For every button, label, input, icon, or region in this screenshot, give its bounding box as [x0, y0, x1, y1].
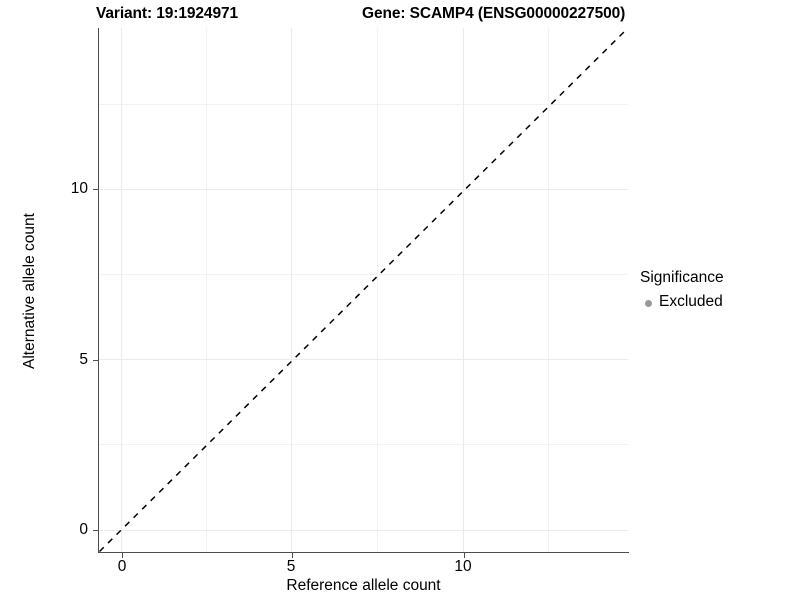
- diagonal-reference-line: [99, 28, 628, 552]
- panel-canvas: [99, 28, 628, 552]
- legend-dot-icon: [645, 299, 652, 307]
- major-vertical-gridlines: [120, 28, 465, 552]
- y-tick-label-5: 5: [79, 351, 88, 368]
- y-tick-mark-5: [93, 359, 98, 361]
- legend-title: Significance: [640, 269, 724, 286]
- minor-horizontal-gridlines: [99, 104, 628, 445]
- y-tick-mark-0: [93, 529, 98, 531]
- y-tick-label-0: 0: [79, 521, 88, 538]
- plot-panel: [99, 28, 628, 552]
- x-tick-mark-10: [463, 552, 465, 558]
- y-tick-label-10: 10: [70, 180, 88, 197]
- minor-vertical-gridlines: [206, 28, 549, 552]
- x-axis-title: Reference allele count: [286, 577, 441, 594]
- major-horizontal-gridlines: [99, 188, 628, 532]
- x-tick-mark-5: [291, 552, 293, 558]
- y-tick-mark-10: [93, 188, 98, 190]
- legend-item-excluded[interactable]: Excluded: [640, 292, 798, 312]
- gene-title: Gene: SCAMP4 (ENSG00000227500): [362, 5, 626, 22]
- y-axis-line: [98, 28, 100, 553]
- variant-title: Variant: 19:1924971: [96, 5, 239, 22]
- x-tick-label-0: 0: [117, 558, 127, 575]
- plot-title-row: Variant: 19:1924971 Gene: SCAMP4 (ENSG00…: [0, 4, 728, 26]
- legend-item-label: Excluded: [659, 293, 723, 310]
- x-axis-line: [99, 551, 629, 553]
- x-tick-mark-0: [121, 552, 123, 558]
- legend-key-icon: [640, 294, 657, 311]
- y-axis-title: Alternative allele count: [21, 213, 38, 369]
- x-tick-label-10: 10: [454, 558, 472, 575]
- x-tick-label-5: 5: [286, 558, 296, 575]
- legend: Significance Excluded: [640, 268, 798, 312]
